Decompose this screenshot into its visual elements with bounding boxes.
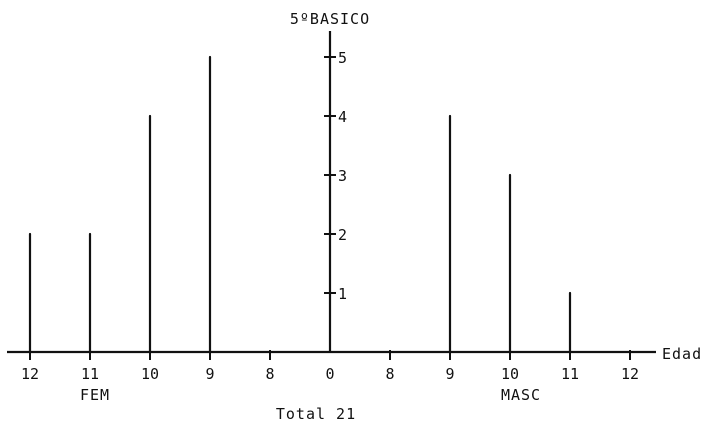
y-tick-label-2: 2 [338, 226, 347, 244]
y-tick-label-1: 1 [338, 285, 347, 303]
masc-x-tick-label-9: 9 [445, 365, 454, 383]
masc-x-tick-label-8: 8 [385, 365, 394, 383]
fem-x-tick-label-8: 8 [265, 365, 274, 383]
x-axis-label: Edad [662, 345, 702, 363]
y-tick-label-5: 5 [338, 49, 347, 67]
fem-x-tick-label-9: 9 [205, 365, 214, 383]
chart-title: 5ºBASICO [290, 10, 370, 28]
fem-x-tick-label-12: 12 [21, 365, 39, 383]
masc-x-tick-label-11: 11 [561, 365, 579, 383]
fem-x-tick-label-11: 11 [81, 365, 99, 383]
y-tick-label-3: 3 [338, 167, 347, 185]
bar-group [28, 55, 631, 360]
fem-x-tick-label-10: 10 [141, 365, 159, 383]
total-label: Total 21 [276, 405, 356, 423]
x-tick-label-group: 0 12 11 10 9 8 8 9 10 11 12 [21, 365, 639, 383]
y-tick-group: 1 2 3 4 5 [324, 49, 347, 303]
masc-group-label: MASC [501, 386, 541, 404]
masc-x-tick-label-10: 10 [501, 365, 519, 383]
x-tick-label-center: 0 [325, 365, 334, 383]
y-tick-label-4: 4 [338, 108, 347, 126]
fem-group-label: FEM [80, 386, 110, 404]
masc-x-tick-label-12: 12 [621, 365, 639, 383]
